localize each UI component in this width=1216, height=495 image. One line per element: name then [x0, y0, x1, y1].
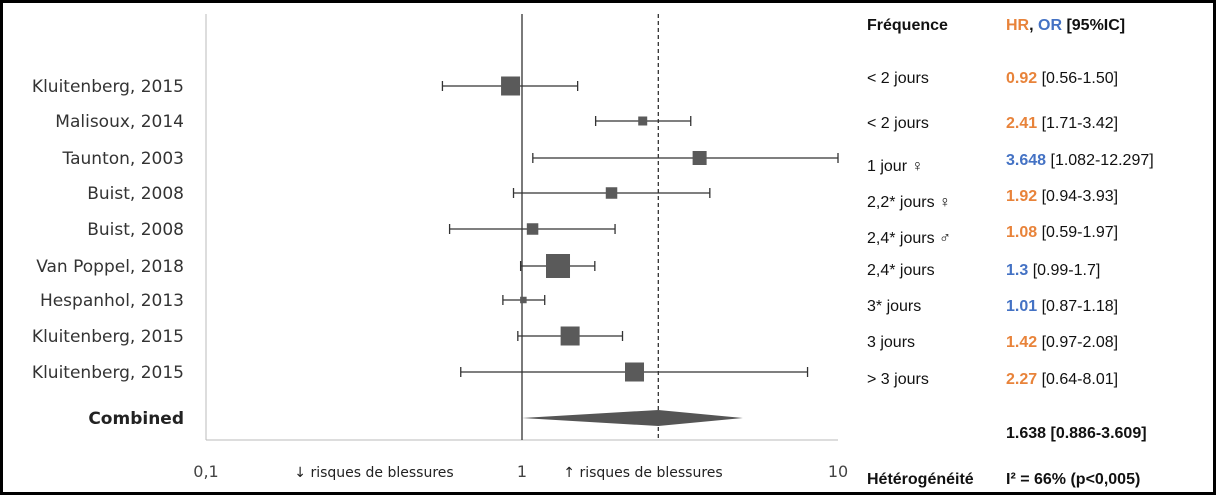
- tick-label: 10: [828, 462, 848, 481]
- confidence-interval: [0.59-1.97]: [1037, 224, 1119, 241]
- tick-label: 1: [517, 462, 527, 481]
- study-label: Buist, 2008: [87, 184, 184, 204]
- confidence-interval: [1.082-12.297]: [1046, 152, 1154, 169]
- header-frequence: Fréquence: [867, 17, 948, 34]
- estimate-marker: [526, 223, 539, 235]
- plot-layer: Kluitenberg, 2015 Malisoux, 2014 Taunton, …: [32, 14, 848, 481]
- study-label: Van Poppel, 2018: [36, 257, 184, 277]
- confidence-interval: [1.71-3.42]: [1037, 115, 1119, 132]
- row-estimate: 2.41 [1.71-3.42]: [1006, 114, 1118, 134]
- row-estimate: 1.92 [0.94-3.93]: [1006, 187, 1118, 207]
- confidence-interval: [0.87-1.18]: [1037, 298, 1119, 315]
- row-estimate: 1.01 [0.87-1.18]: [1006, 297, 1118, 317]
- estimate-marker: [625, 362, 645, 382]
- study-label: Malisoux, 2014: [55, 112, 184, 132]
- confidence-interval: [0.99-1.7]: [1028, 262, 1101, 279]
- confidence-interval: [0.94-3.93]: [1037, 188, 1119, 205]
- estimate-value: 1.92: [1006, 188, 1038, 205]
- row-frequence: 2,2* jours ♀: [867, 194, 952, 211]
- row-estimate: 2.27 [0.64-8.01]: [1006, 370, 1118, 390]
- study-label: Taunton, 2003: [62, 149, 184, 169]
- study-label: Kluitenberg, 2015: [32, 363, 184, 383]
- row-frequence: 3 jours: [867, 334, 916, 351]
- tick-label: 0,1: [193, 462, 218, 481]
- header-ci: [95%IC]: [1062, 17, 1126, 34]
- combined-diamond: [522, 410, 743, 426]
- header-estimate: HR, OR [95%IC]: [1006, 16, 1125, 36]
- row-estimate: 1.3 [0.99-1.7]: [1006, 261, 1100, 281]
- estimate-value: 0.92: [1006, 70, 1038, 87]
- estimate-marker: [638, 116, 648, 126]
- row-estimate: 1.08 [0.59-1.97]: [1006, 223, 1118, 243]
- confidence-interval: [0.56-1.50]: [1037, 70, 1119, 87]
- estimate-value: 1.08: [1006, 224, 1038, 241]
- study-label: Hespanhol, 2013: [40, 291, 184, 311]
- row-estimate: 3.648 [1.082-12.297]: [1006, 151, 1154, 171]
- combined-estimate: 1.638 [0.886-3.609]: [1006, 425, 1147, 442]
- row-frequence: 2,4* jours: [867, 262, 935, 279]
- study-label: Buist, 2008: [87, 220, 184, 240]
- estimate-value: 1.3: [1006, 262, 1029, 279]
- confidence-interval: [0.64-8.01]: [1037, 371, 1119, 388]
- study-label: Kluitenberg, 2015: [32, 327, 184, 347]
- row-estimate: 1.42 [0.97-2.08]: [1006, 333, 1118, 353]
- heterogeneity-value: I² = 66% (p<0,005): [1006, 471, 1141, 488]
- estimate-marker: [520, 296, 527, 304]
- axis-caption-right: ↑ risques de blessures: [563, 465, 722, 481]
- axis-caption-left: ↓ risques de blessures: [294, 465, 453, 481]
- estimate-value: 2.41: [1006, 115, 1038, 132]
- header-hr: HR: [1006, 17, 1030, 34]
- estimate-value: 1.01: [1006, 298, 1038, 315]
- estimate-marker: [501, 76, 521, 96]
- estimate-value: 1.42: [1006, 334, 1038, 351]
- estimate-value: 3.648: [1006, 152, 1047, 169]
- study-label: Kluitenberg, 2015: [32, 77, 184, 97]
- estimate-marker: [605, 187, 618, 199]
- row-frequence: < 2 jours: [867, 70, 929, 87]
- row-frequence: > 3 jours: [867, 371, 929, 388]
- estimate-marker: [560, 326, 580, 346]
- header-or: OR: [1038, 17, 1062, 34]
- row-frequence: 2,4* jours ♂: [867, 230, 952, 247]
- row-estimate: 0.92 [0.56-1.50]: [1006, 69, 1118, 89]
- estimate-marker: [546, 254, 571, 278]
- estimate-marker: [692, 151, 707, 165]
- header-sep: ,: [1029, 17, 1038, 34]
- row-frequence: 1 jour ♀: [867, 158, 924, 175]
- row-frequence: < 2 jours: [867, 115, 929, 132]
- estimate-value: 2.27: [1006, 371, 1038, 388]
- heterogeneity-label: Hétérogénéité: [867, 471, 974, 488]
- row-frequence: 3* jours: [867, 298, 922, 315]
- confidence-interval: [0.97-2.08]: [1037, 334, 1119, 351]
- combined-label: Combined: [88, 409, 184, 429]
